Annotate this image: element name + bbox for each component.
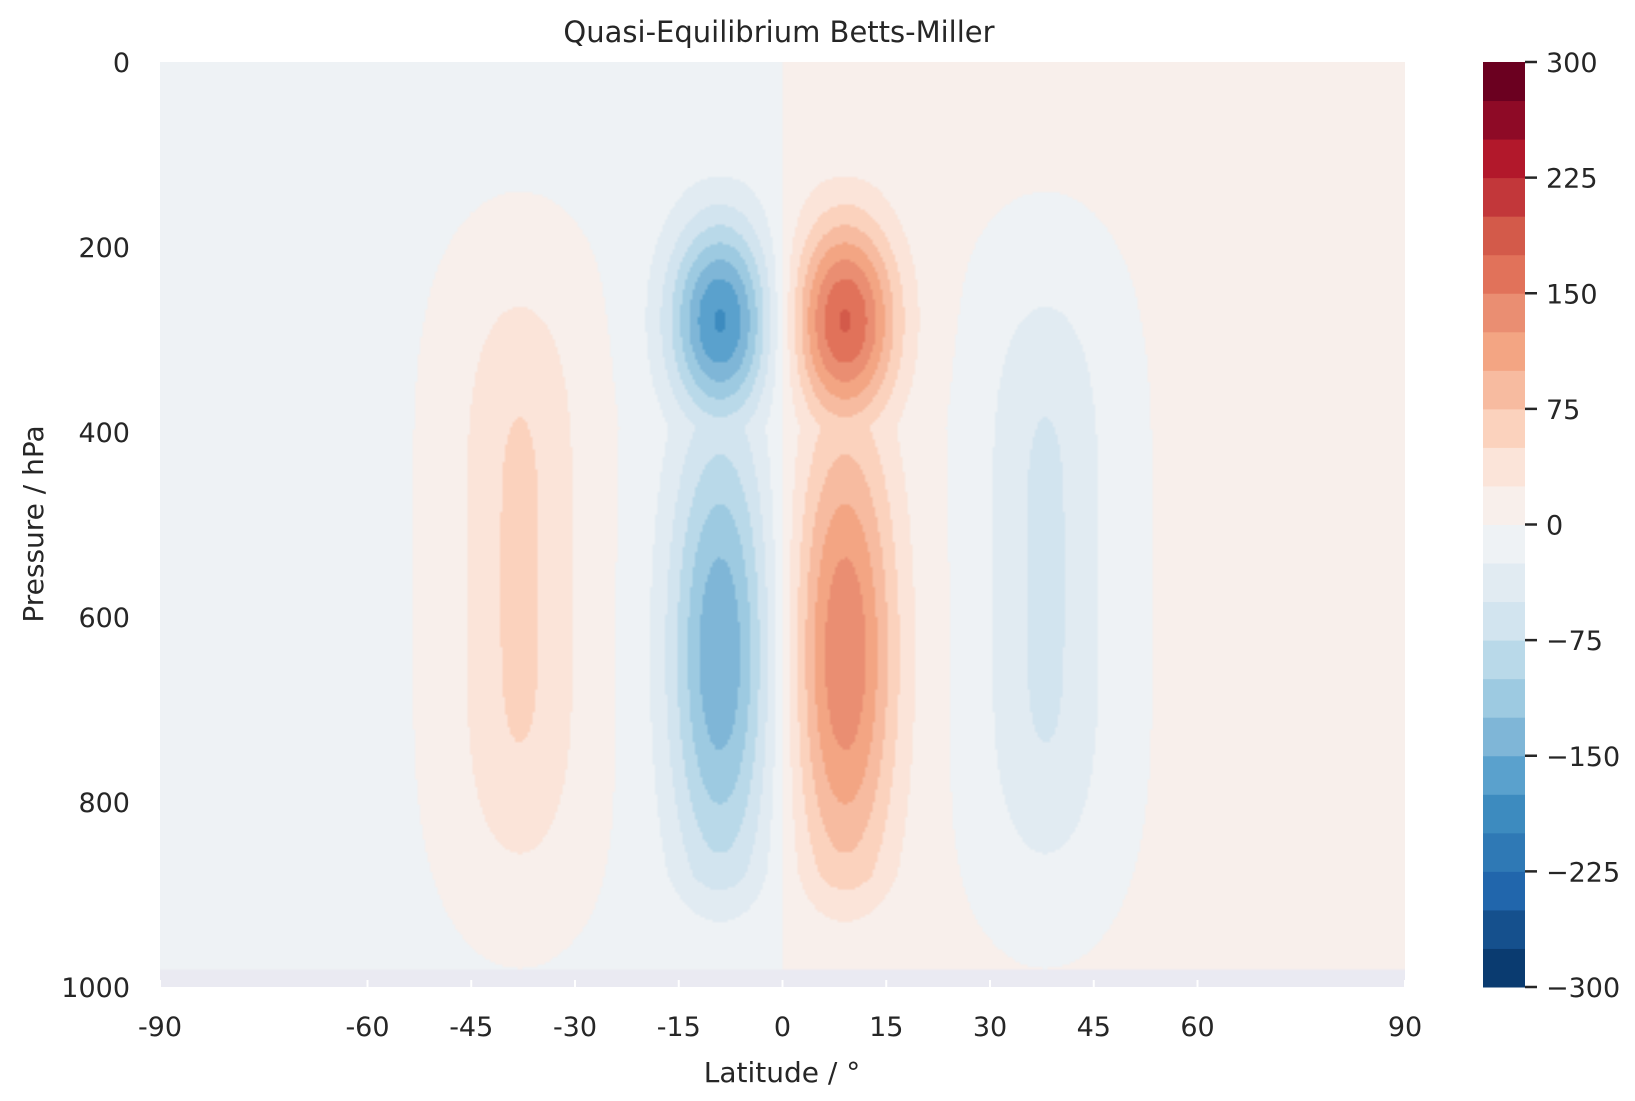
plot-area bbox=[160, 62, 1405, 987]
contour-field bbox=[160, 62, 1405, 987]
colorbar-segment bbox=[1483, 331, 1525, 371]
y-tick-label: 200 bbox=[78, 233, 130, 264]
colorbar-segment bbox=[1483, 254, 1525, 294]
colorbar-tick-label: −150 bbox=[1546, 742, 1620, 773]
colorbar-segment bbox=[1483, 755, 1525, 795]
colorbar-segment bbox=[1483, 640, 1525, 680]
x-tick-label: -60 bbox=[345, 1012, 389, 1043]
colorbar-segment bbox=[1483, 871, 1525, 911]
colorbar-segment bbox=[1483, 909, 1525, 949]
colorbar-segment bbox=[1483, 794, 1525, 834]
chart-title: Quasi-Equilibrium Betts-Miller bbox=[563, 15, 994, 49]
colorbar-tick-label: −300 bbox=[1546, 973, 1620, 1004]
y-tick-label: 600 bbox=[78, 603, 130, 634]
colorbar-segment bbox=[1483, 177, 1525, 217]
x-tick-label: -30 bbox=[553, 1012, 597, 1043]
colorbar-tick-label: 0 bbox=[1546, 511, 1563, 542]
colorbar-tick-label: −225 bbox=[1546, 857, 1620, 888]
x-tick-label: 60 bbox=[1180, 1012, 1214, 1043]
colorbar-segment bbox=[1483, 485, 1525, 525]
x-tick-label: 15 bbox=[869, 1012, 903, 1043]
x-tick-label: -15 bbox=[657, 1012, 701, 1043]
colorbar-segment bbox=[1483, 524, 1525, 564]
x-tick-label: 0 bbox=[774, 1012, 791, 1043]
y-tick-label: 1000 bbox=[61, 973, 130, 1004]
colorbar-tick-label: −75 bbox=[1546, 626, 1603, 657]
colorbar-segment bbox=[1483, 563, 1525, 603]
colorbar-segment bbox=[1483, 948, 1525, 988]
colorbar-segment bbox=[1483, 370, 1525, 410]
y-axis: 0 200 400 600 800 1000 bbox=[61, 48, 130, 1004]
colorbar-segment bbox=[1483, 100, 1525, 140]
colorbar-segment bbox=[1483, 447, 1525, 487]
x-tick-label: -90 bbox=[138, 1012, 182, 1043]
colorbar-segment bbox=[1483, 216, 1525, 256]
colorbar-segment bbox=[1483, 678, 1525, 718]
colorbar-tick-label: 225 bbox=[1546, 164, 1598, 195]
colorbar-tick-label: 300 bbox=[1546, 48, 1598, 79]
y-axis-label: Pressure / hPa bbox=[17, 425, 50, 622]
y-tick-label: 800 bbox=[78, 788, 130, 819]
colorbar-tick-label: 75 bbox=[1546, 395, 1580, 426]
colorbar-segment bbox=[1483, 139, 1525, 179]
y-tick-label: 400 bbox=[78, 418, 130, 449]
colorbar-segments bbox=[1483, 62, 1525, 988]
colorbar-segment bbox=[1483, 62, 1525, 102]
y-tick-label: 0 bbox=[113, 48, 130, 79]
x-tick-label: -45 bbox=[449, 1012, 493, 1043]
colorbar-ticks: 300 225 150 75 0 −75 −150 −225 −300 bbox=[1525, 48, 1620, 1004]
x-axis: -90 -60 -45 -30 -15 0 15 30 45 60 90 bbox=[138, 980, 1422, 1043]
colorbar-segment bbox=[1483, 601, 1525, 641]
colorbar-segment bbox=[1483, 717, 1525, 757]
x-tick-label: 30 bbox=[973, 1012, 1007, 1043]
colorbar: 300 225 150 75 0 −75 −150 −225 −300 bbox=[1483, 48, 1620, 1004]
x-tick-label: 90 bbox=[1388, 1012, 1422, 1043]
x-tick-label: 45 bbox=[1077, 1012, 1111, 1043]
colorbar-segment bbox=[1483, 408, 1525, 448]
colorbar-segment bbox=[1483, 293, 1525, 333]
colorbar-tick-label: 150 bbox=[1546, 279, 1598, 310]
x-axis-label: Latitude / ° bbox=[704, 1056, 860, 1089]
colorbar-segment bbox=[1483, 832, 1525, 872]
